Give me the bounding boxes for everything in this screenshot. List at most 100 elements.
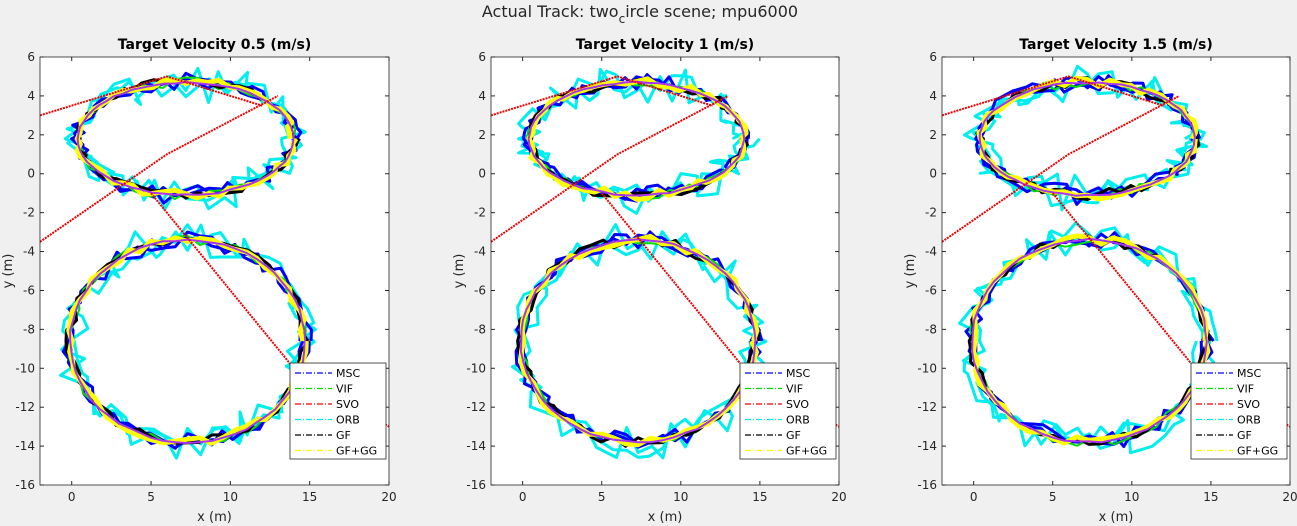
y-tick-label: -12	[15, 400, 35, 414]
svo-stray-1	[40, 75, 263, 117]
panel-title: Target Velocity 0.5 (m/s)	[118, 37, 311, 53]
x-tick-label: 10	[1124, 490, 1139, 504]
y-tick-label: -12	[917, 400, 937, 414]
x-tick-label: 20	[831, 490, 846, 504]
y-tick-label: -10	[15, 361, 35, 375]
trajectory-lower	[519, 238, 757, 444]
y-tick-label: -14	[466, 439, 486, 453]
axes-box	[490, 56, 840, 486]
legend: MSC VIF SVO ORB GF GF+GG	[739, 362, 837, 460]
y-tick-label: -6	[925, 283, 937, 297]
trajectory-lower	[961, 226, 1219, 446]
suptitle-main: Actual Track: two	[482, 2, 619, 21]
axes-box	[941, 56, 1291, 486]
x-tick-label: 15	[752, 490, 767, 504]
y-tick-label: 2	[478, 128, 486, 142]
panel-title: Target Velocity 1.5 (m/s)	[1019, 37, 1212, 53]
trajectory-upper	[76, 81, 295, 196]
svo-stray-1	[491, 75, 713, 117]
y-tick-label: -4	[925, 245, 937, 259]
x-tick-label: 5	[598, 490, 606, 504]
legend: MSC VIF SVO ORB GF GF+GG	[1190, 362, 1288, 460]
y-tick-label: 0	[27, 167, 35, 181]
legend-label: ORB	[786, 414, 810, 427]
y-tick-label: 2	[27, 128, 35, 142]
legend-label: VIF	[1237, 383, 1254, 396]
legend-box	[739, 362, 837, 460]
y-tick-label: -6	[474, 283, 486, 297]
y-tick-label: -14	[15, 439, 35, 453]
panel-2: Target Velocity 1 (m/s)0 5 10 15 206420-2-4-…	[452, 37, 847, 525]
y-axis-label: y (m)	[1, 254, 16, 289]
y-tick-label: -14	[917, 439, 937, 453]
x-tick-label: 0	[68, 490, 76, 504]
x-tick-label: 15	[1203, 490, 1218, 504]
suptitle-rest: ircle scene; mpu6000	[625, 2, 798, 21]
svo-stray-2	[942, 95, 1180, 243]
legend-label: VIF	[336, 383, 353, 396]
y-tick-label: -8	[23, 322, 35, 336]
y-tick-label: -8	[474, 322, 486, 336]
trajectory-lower	[69, 238, 307, 445]
trajectory-lower	[516, 234, 761, 448]
legend-label: GF	[336, 429, 351, 442]
svo-stray-2	[491, 95, 729, 243]
y-tick-label: -16	[466, 478, 486, 492]
legend-label: ORB	[1237, 414, 1261, 427]
trajectories	[491, 67, 839, 460]
x-tick-label: 5	[1049, 490, 1057, 504]
y-tick-label: -16	[917, 478, 937, 492]
y-axis-label: y (m)	[903, 254, 918, 289]
trajectory-lower	[971, 237, 1208, 444]
y-tick-label: -6	[23, 283, 35, 297]
x-tick-label: 10	[673, 490, 688, 504]
legend-label: VIF	[786, 383, 803, 396]
x-axis-label: x (m)	[648, 510, 683, 525]
x-axis-label: x (m)	[197, 510, 232, 525]
y-tick-label: -2	[23, 206, 35, 220]
panel-3: Target Velocity 1.5 (m/s)0 5 10 15 206420-2-…	[903, 37, 1297, 525]
figure-suptitle: Actual Track: twocircle scene; mpu6000	[482, 2, 798, 26]
y-tick-label: 4	[478, 89, 486, 103]
legend-label: SVO	[336, 398, 359, 411]
svo-stray-1	[942, 75, 1164, 117]
trajectory-upper	[517, 67, 761, 215]
legend-label: MSC	[336, 367, 360, 380]
y-tick-label: -2	[925, 206, 937, 220]
legend-label: SVO	[786, 398, 809, 411]
x-tick-label: 20	[381, 490, 396, 504]
y-tick-label: -16	[15, 478, 35, 492]
axes-box	[39, 56, 390, 486]
y-tick-label: -2	[474, 206, 486, 220]
legend-label: ORB	[336, 414, 360, 427]
panel-1: Target Velocity 0.5 (m/s)0 5 10 15 206420-2-…	[1, 37, 397, 525]
y-tick-label: -4	[23, 245, 35, 259]
suptitle-subscript: c	[619, 12, 626, 26]
legend-label: MSC	[1237, 367, 1261, 380]
legend-box	[289, 362, 387, 460]
legend: MSC VIF SVO ORB GF GF+GG	[289, 362, 387, 460]
y-tick-label: 6	[929, 50, 937, 64]
legend-label: GF+GG	[1237, 445, 1278, 458]
x-tick-label: 0	[519, 490, 527, 504]
y-tick-label: -10	[917, 361, 937, 375]
y-tick-label: 6	[27, 50, 35, 64]
y-tick-label: -8	[925, 322, 937, 336]
x-tick-label: 5	[147, 490, 155, 504]
trajectory-upper	[978, 81, 1197, 197]
legend-label: GF+GG	[336, 445, 377, 458]
y-tick-label: -12	[466, 400, 486, 414]
y-tick-label: 6	[478, 50, 486, 64]
trajectory-lower	[518, 233, 760, 448]
y-tick-label: 0	[929, 167, 937, 181]
legend-box	[1190, 362, 1288, 460]
legend-label: SVO	[1237, 398, 1260, 411]
y-tick-label: 4	[27, 89, 35, 103]
x-tick-label: 20	[1282, 490, 1297, 504]
legend-label: GF+GG	[786, 445, 827, 458]
y-tick-label: 2	[929, 128, 937, 142]
trajectory-lower	[971, 233, 1211, 446]
trajectory-upper	[63, 66, 307, 211]
legend-label: GF	[786, 429, 801, 442]
